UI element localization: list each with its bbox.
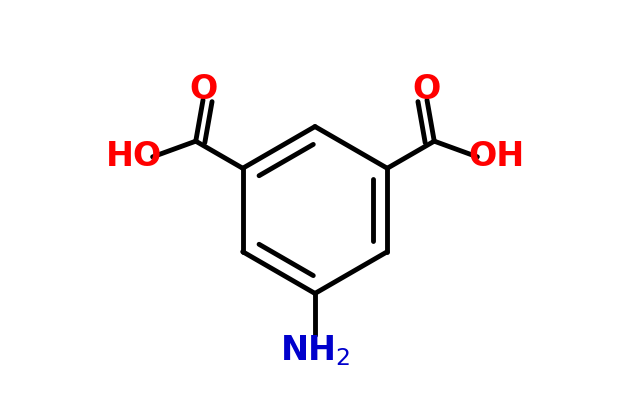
Text: O: O	[413, 73, 441, 106]
Text: O: O	[189, 73, 217, 106]
Text: HO: HO	[106, 140, 162, 173]
Text: OH: OH	[468, 140, 524, 173]
Text: NH$_2$: NH$_2$	[280, 333, 350, 368]
